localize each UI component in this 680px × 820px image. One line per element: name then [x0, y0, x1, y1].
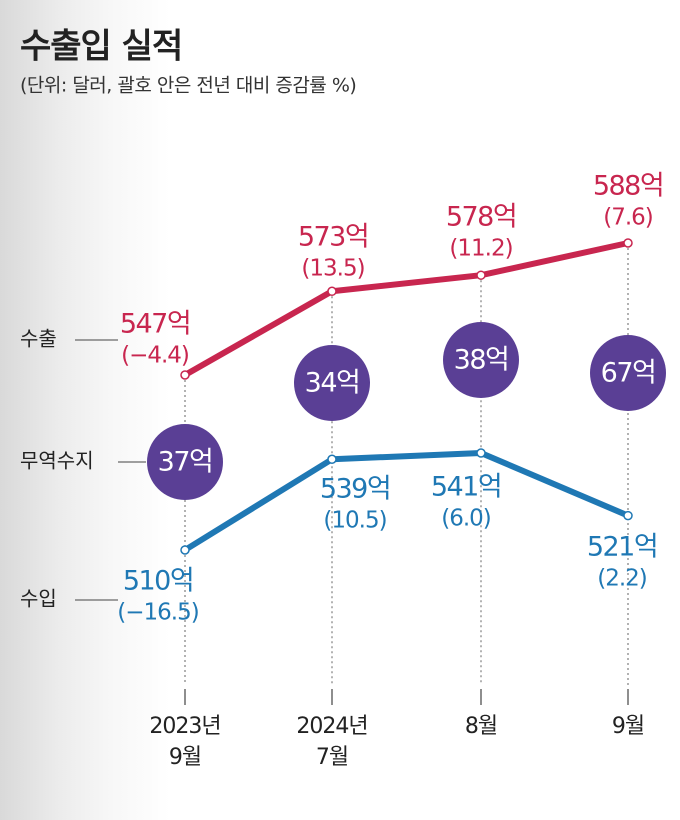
chart-title: 수출입 실적	[20, 27, 182, 67]
point	[623, 510, 633, 521]
value-label: 588억	[593, 171, 663, 202]
change-label: (−4.4)	[121, 343, 189, 369]
point	[327, 286, 337, 297]
balance-label: 67억	[601, 358, 656, 389]
value-label: 578억	[446, 202, 516, 233]
balance-name: 무역수지	[20, 449, 94, 473]
value-label: 541억	[431, 472, 501, 503]
point	[180, 545, 190, 555]
change-label: (7.6)	[603, 205, 653, 231]
balance-label: 38억	[454, 345, 509, 376]
x-tick-label: 2024년 7월	[296, 714, 368, 770]
value-label: 573억	[298, 222, 368, 253]
series-line	[183, 240, 629, 378]
value-label: 510억	[123, 566, 193, 597]
point	[623, 238, 633, 248]
balance-bubble	[590, 335, 666, 411]
change-label: (13.5)	[301, 256, 364, 282]
chart-subtitle: (단위: 달러, 괄호 안은 전년 대비 증감률 %)	[20, 75, 356, 97]
change-label: (−16.5)	[117, 600, 198, 626]
change-label: (6.0)	[441, 506, 491, 532]
value-label: 547억	[120, 309, 190, 340]
point	[180, 370, 190, 380]
series-name: 수출	[20, 327, 57, 351]
change-label: (2.2)	[597, 566, 647, 592]
balance-bubble	[147, 424, 223, 500]
point	[327, 454, 337, 465]
x-tick-label: 2023년 9월	[149, 714, 221, 770]
value-label: 521억	[587, 532, 657, 563]
change-label: (11.2)	[449, 236, 512, 262]
balance-label: 34억	[305, 368, 360, 399]
x-tick-label: 8월	[464, 714, 498, 739]
balance-bubble	[443, 322, 519, 398]
series-name: 수입	[20, 587, 57, 611]
change-label: (10.5)	[323, 508, 386, 534]
series-line	[183, 450, 630, 553]
value-label: 539억	[320, 474, 390, 505]
balance-label: 37억	[158, 447, 213, 478]
point	[476, 270, 486, 280]
x-tick-label: 9월	[611, 714, 645, 739]
balance-bubble	[294, 345, 370, 421]
point	[476, 448, 486, 458]
